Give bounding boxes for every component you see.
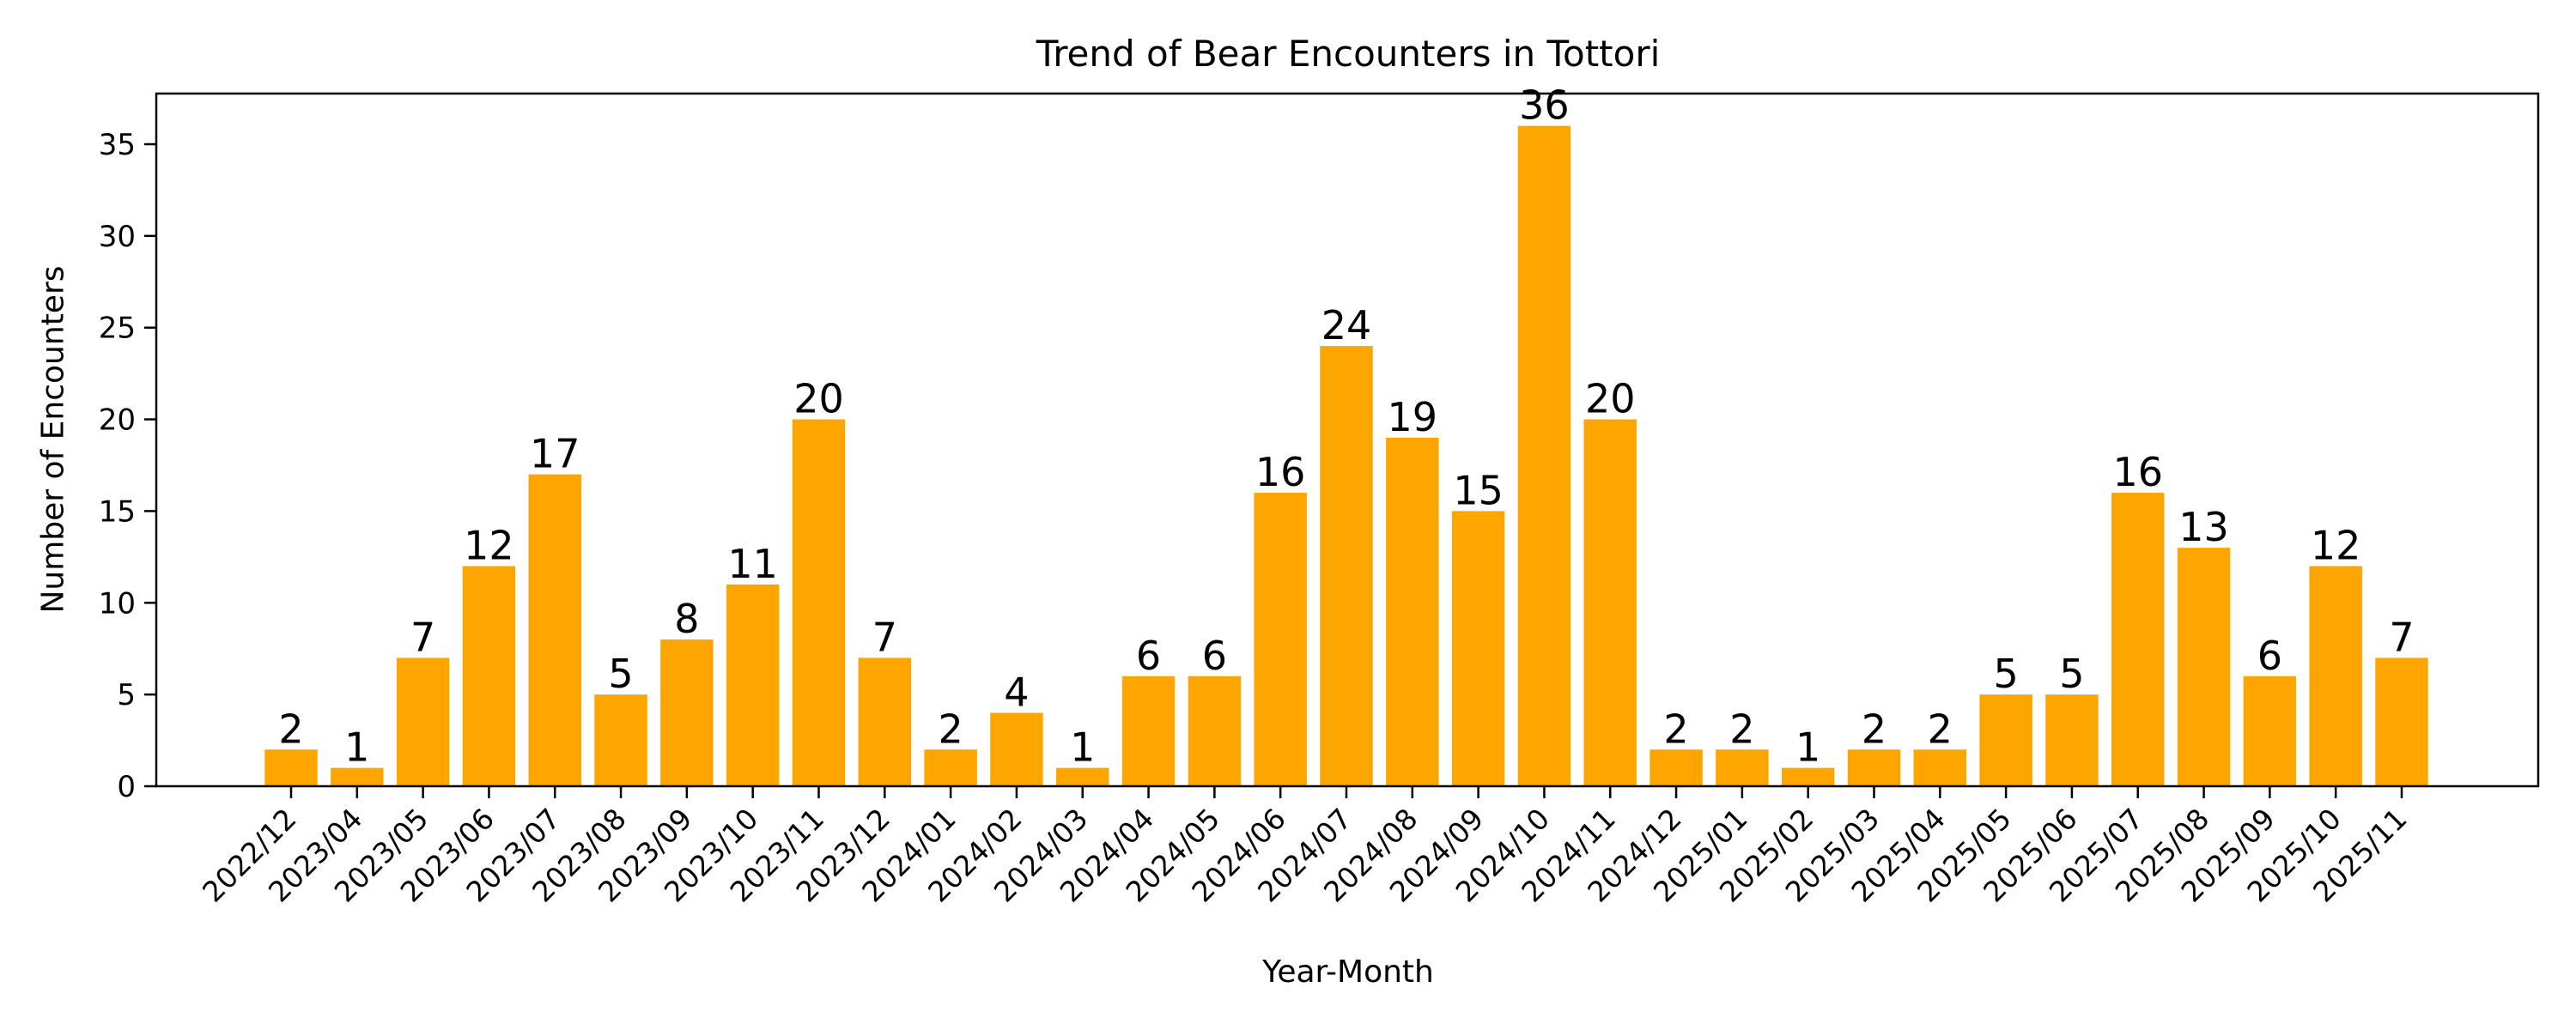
bar: [2243, 676, 2297, 786]
y-tick-label: 0: [117, 770, 136, 804]
bar: [1254, 493, 1307, 786]
bar-value-label: 4: [1004, 670, 1029, 716]
bar: [2309, 566, 2362, 786]
bar-value-label: 7: [410, 614, 435, 660]
bar-value-label: 36: [1519, 82, 1570, 129]
bar: [528, 474, 581, 786]
bar-value-label: 2: [1663, 706, 1688, 752]
bar: [1320, 346, 1373, 787]
y-tick-label: 10: [99, 586, 136, 621]
bar-value-label: 1: [1070, 724, 1095, 771]
bars-group: [264, 125, 2428, 787]
bar-value-label: 20: [793, 376, 844, 422]
bar: [1188, 676, 1242, 786]
y-tick-label: 15: [99, 494, 136, 529]
bar-value-label: 2: [1928, 706, 1953, 752]
bar-value-label: 6: [1136, 633, 1161, 679]
bar: [1847, 749, 1901, 786]
bar: [2375, 657, 2428, 786]
bar: [331, 767, 384, 786]
x-ticks-group: 2022/122023/042023/052023/062023/072023/…: [196, 786, 2414, 909]
bar-value-label: 2: [938, 706, 963, 752]
bar: [924, 749, 977, 786]
bar: [858, 657, 912, 786]
bar: [594, 694, 647, 786]
bar-value-label: 2: [278, 706, 303, 752]
bar-value-label: 15: [1453, 467, 1504, 513]
bar: [1583, 419, 1637, 786]
bar-value-label: 24: [1321, 302, 1372, 348]
bar: [1056, 767, 1109, 786]
bar: [1716, 749, 1769, 786]
y-tick-label: 20: [99, 403, 136, 438]
y-tick-label: 30: [99, 220, 136, 254]
bar-value-label: 16: [2112, 449, 2163, 495]
x-axis-label: Year-Month: [1262, 954, 1434, 990]
bar: [1979, 694, 2032, 786]
bar: [462, 566, 516, 786]
bar: [1386, 437, 1439, 786]
bar-value-label: 12: [464, 523, 514, 569]
bar: [1781, 767, 1835, 786]
bar-value-label: 7: [2389, 614, 2414, 660]
bar: [2177, 548, 2231, 786]
bar: [396, 657, 450, 786]
bar: [1913, 749, 1967, 786]
bar: [1649, 749, 1703, 786]
bar-value-label: 12: [2311, 523, 2361, 569]
bar: [792, 419, 846, 786]
plot-frame: [155, 92, 2540, 788]
bar-value-label: 6: [2257, 633, 2282, 679]
chart-title: Trend of Bear Encounters in Tottori: [1036, 33, 1661, 75]
bar: [2111, 493, 2165, 786]
bar-value-label: 19: [1388, 394, 1438, 440]
bar: [990, 712, 1043, 786]
y-ticks-group: 0 5 10 15 20 25 30 35: [99, 128, 156, 804]
bar-value-label: 11: [727, 541, 778, 587]
y-tick-label: 25: [99, 312, 136, 346]
bar-value-label: 2: [1729, 706, 1754, 752]
bar: [1517, 125, 1571, 787]
bar: [1451, 511, 1505, 786]
y-tick-label: 5: [117, 678, 136, 712]
bar-value-label: 1: [1795, 724, 1820, 771]
bar: [1121, 676, 1176, 786]
bar-value-label: 5: [1993, 651, 2018, 697]
bar: [2045, 694, 2099, 786]
bar-value-label: 8: [674, 596, 699, 642]
bar-value-label: 6: [1202, 633, 1227, 679]
bar-value-label: 17: [530, 431, 580, 477]
bar-value-label: 7: [872, 614, 897, 660]
bar: [264, 749, 318, 786]
bar-value-label: 1: [344, 724, 369, 771]
bar: [660, 639, 714, 786]
bar-value-label: 13: [2178, 504, 2229, 550]
bar: [726, 584, 780, 786]
bar-value-label: 2: [1862, 706, 1886, 752]
bar-value-label: 5: [2059, 651, 2084, 697]
bar-value-label: 5: [608, 651, 633, 697]
bar-value-label: 20: [1585, 376, 1636, 422]
bar-value-label: 16: [1255, 449, 1306, 495]
y-tick-label: 35: [99, 128, 136, 162]
